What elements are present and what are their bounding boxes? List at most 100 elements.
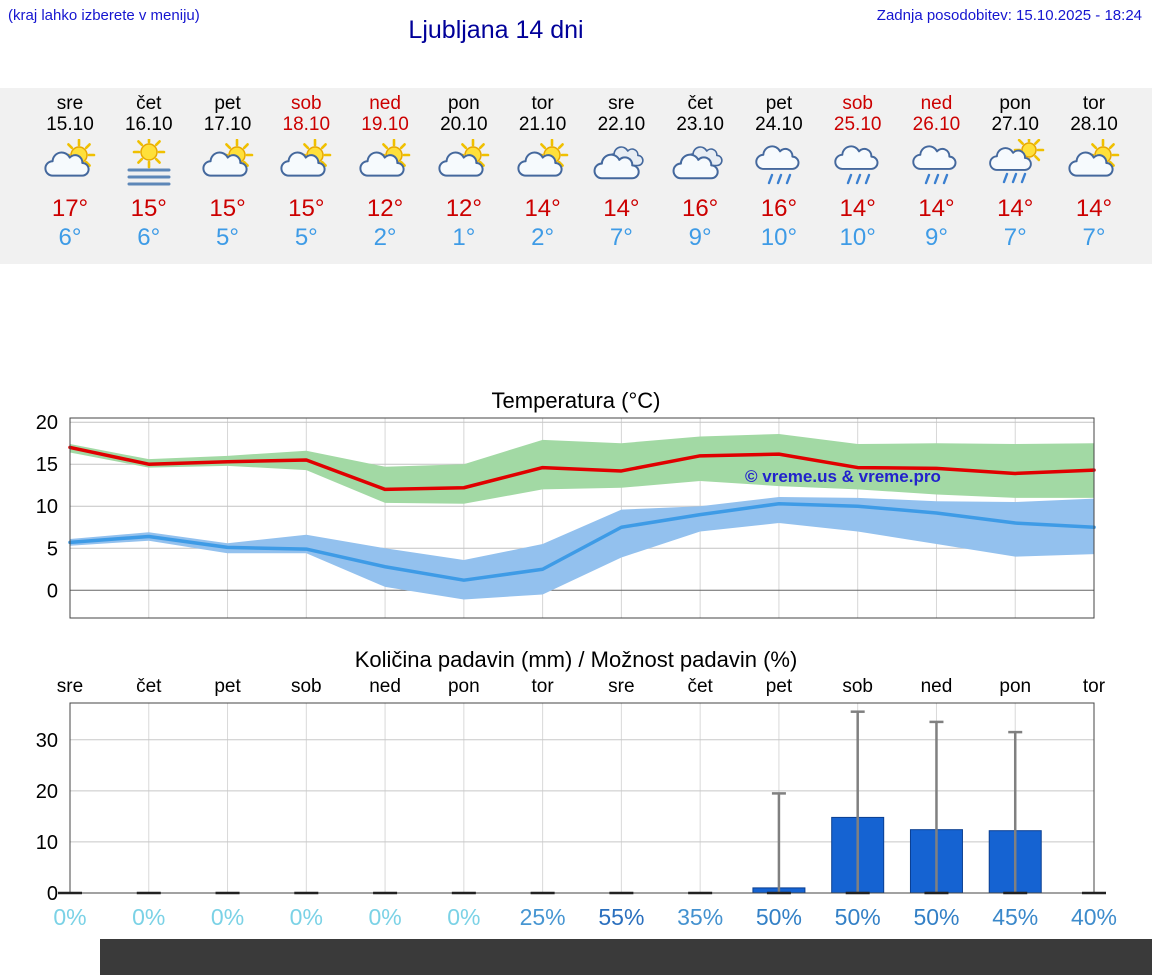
precip-day-label: ned (921, 676, 953, 697)
forecast-day[interactable]: pet 24.10 16° 10° (739, 88, 819, 251)
precip-probability: 0% (368, 904, 401, 930)
temp-min: 2° (373, 224, 397, 251)
cloudy-weather-icon (668, 139, 732, 191)
temp-min: 10° (760, 224, 798, 251)
temp-min: 1° (452, 224, 476, 251)
precip-day-label: tor (1083, 676, 1106, 697)
precip-day-label: ned (369, 676, 401, 697)
precip-probability: 50% (835, 904, 881, 930)
temp-min: 10° (839, 224, 876, 251)
temp-ytick-label: 10 (36, 496, 58, 518)
forecast-day[interactable]: tor 21.10 14° 2° (503, 88, 583, 251)
partly-weather-icon (196, 138, 260, 191)
partly-weather-icon (274, 138, 338, 191)
temp-max: 15° (209, 195, 246, 222)
forecast-day[interactable]: ned 26.10 14° 9° (896, 88, 976, 251)
precip-ytick-label: 10 (36, 832, 58, 854)
forecast-day[interactable]: pet 17.10 15° 5° (188, 88, 268, 251)
rain-weather-icon (904, 139, 968, 191)
day-date: 21.10 (518, 114, 567, 135)
temp-max: 14° (524, 195, 561, 222)
temp-min: 7° (1003, 224, 1027, 251)
day-date: 27.10 (991, 114, 1039, 135)
precip-probability: 40% (1071, 904, 1117, 930)
precip-day-label: čet (687, 676, 713, 697)
forecast-day[interactable]: sob 25.10 14° 10° (818, 88, 898, 251)
partly-weather-icon (432, 138, 496, 191)
last-update-timestamp: Zadnja posodobitev: 15.10.2025 - 18:24 (876, 7, 1142, 24)
day-date: 20.10 (440, 114, 488, 135)
precip-day-label: čet (136, 676, 162, 697)
temp-max: 12° (366, 195, 404, 222)
partly-weather-icon (38, 138, 102, 191)
day-name: tor (1082, 93, 1106, 114)
temp-min: 2° (531, 224, 555, 251)
precip-probability: 35% (677, 904, 723, 930)
day-name: tor (531, 93, 554, 114)
day-date: 28.10 (1070, 114, 1118, 135)
temp-max: 16° (681, 195, 719, 222)
temp-max: 14° (997, 195, 1034, 222)
temp-plot-border (69, 417, 1095, 619)
rain-weather-icon (826, 139, 890, 191)
precip-ytick-label: 20 (36, 781, 58, 803)
precip-day-label: sre (57, 676, 83, 697)
rain-weather-icon (747, 139, 811, 191)
forecast-day[interactable]: tor 28.10 14° 7° (1054, 88, 1134, 251)
precip-probability: 25% (520, 904, 566, 930)
footer-ad-bar (100, 939, 1152, 975)
precipitation-chart: sre čet pet sob ned pon tor sre čet pet sob ned pon t… (36, 676, 1117, 930)
temperature-chart-title: Temperatura (°C) (491, 388, 661, 413)
day-name: pet (765, 93, 793, 114)
forecast-day[interactable]: ned 19.10 12° 2° (345, 88, 425, 251)
day-date: 23.10 (676, 114, 724, 135)
precip-probability: 0% (53, 904, 86, 930)
temp-min: 5° (216, 224, 239, 251)
temp-max: 15° (130, 195, 167, 222)
day-name: pet (214, 93, 241, 114)
forecast-day[interactable]: čet 23.10 16° 9° (660, 88, 740, 251)
forecast-day[interactable]: pon 20.10 12° 1° (424, 88, 504, 251)
precip-day-label: pon (448, 676, 480, 697)
precip-ytick-label: 0 (47, 883, 58, 905)
temp-max: 14° (839, 195, 876, 222)
forecast-day[interactable]: sre 22.10 14° 7° (581, 88, 661, 251)
day-name: pon (447, 93, 480, 114)
day-name: pon (999, 93, 1032, 114)
temp-min: 9° (688, 224, 712, 251)
day-date: 26.10 (912, 114, 961, 135)
day-date: 17.10 (203, 114, 252, 135)
precip-day-label: sob (291, 676, 322, 697)
temp-min: 7° (1082, 224, 1106, 251)
day-date: 19.10 (361, 114, 409, 135)
precip-ytick-label: 30 (36, 730, 58, 752)
partly-weather-icon (353, 138, 417, 191)
temp-min-line (68, 501, 1096, 582)
temp-min: 9° (924, 224, 948, 251)
day-date: 24.10 (755, 114, 803, 135)
day-name: sob (842, 93, 873, 114)
precip-probability: 0% (290, 904, 323, 930)
temp-max: 14° (603, 195, 640, 222)
forecast-day[interactable]: sre 15.10 17° 6° (30, 88, 110, 251)
forecast-day[interactable]: pon 27.10 14° 7° (975, 88, 1055, 251)
day-name: sre (56, 93, 84, 114)
day-name: čet (687, 93, 713, 114)
forecast-day[interactable]: čet 16.10 15° 6° (109, 88, 189, 251)
partly-weather-icon (1062, 138, 1126, 191)
forecast-day[interactable]: sob 18.10 15° 5° (266, 88, 346, 251)
precip-day-label: tor (532, 676, 555, 697)
precip-probability: 50% (756, 904, 802, 930)
day-name: ned (369, 93, 401, 114)
temp-max: 12° (445, 195, 482, 222)
fog-weather-icon (117, 135, 181, 191)
temp-min: 5° (294, 224, 318, 251)
precip-probability: 55% (598, 904, 644, 930)
temp-ytick-label: 0 (47, 580, 58, 602)
precip-probability: 45% (992, 904, 1038, 930)
watermark-link[interactable]: © vreme.us & vreme.pro (745, 467, 941, 486)
precipitation-chart-title: Količina padavin (mm) / Možnost padavin … (354, 647, 798, 672)
precip-day-label: pet (766, 676, 793, 697)
precip-probability: 0% (211, 904, 244, 930)
day-date: 22.10 (597, 114, 646, 135)
